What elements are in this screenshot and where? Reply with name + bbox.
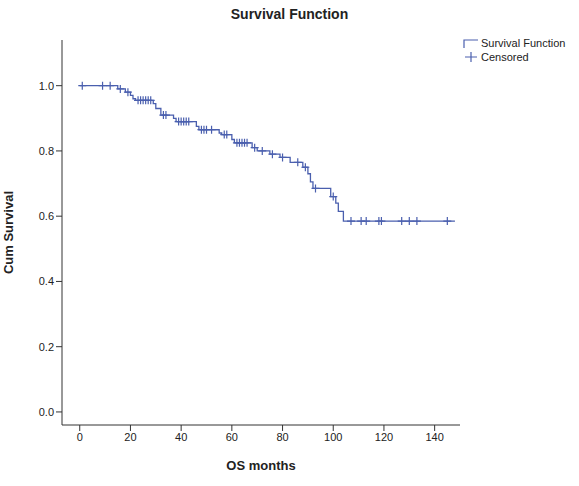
svg-text:Cum Survival: Cum Survival [8, 191, 16, 274]
svg-text:0.4: 0.4 [39, 275, 54, 287]
svg-text:120: 120 [375, 431, 393, 443]
html-text:Censored: Censored [481, 51, 529, 63]
svg-text:20: 20 [124, 431, 136, 443]
svg-text:0: 0 [77, 431, 83, 443]
svg-text:100: 100 [324, 431, 342, 443]
svg-text:0.0: 0.0 [39, 406, 54, 418]
svg-text:0.2: 0.2 [39, 341, 54, 353]
svg-text:OS months: OS months [226, 458, 295, 473]
html-text:Survival Function: Survival Function [230, 6, 349, 22]
svg-text:1.0: 1.0 [39, 80, 54, 92]
svg-text:40: 40 [175, 431, 187, 443]
svg-text:60: 60 [226, 431, 238, 443]
svg-text:0.6: 0.6 [39, 210, 54, 222]
svg-text:0.8: 0.8 [39, 145, 54, 157]
svg-text:80: 80 [276, 431, 288, 443]
svg-text:140: 140 [425, 431, 443, 443]
html-text:Survival Function: Survival Function [481, 37, 566, 49]
